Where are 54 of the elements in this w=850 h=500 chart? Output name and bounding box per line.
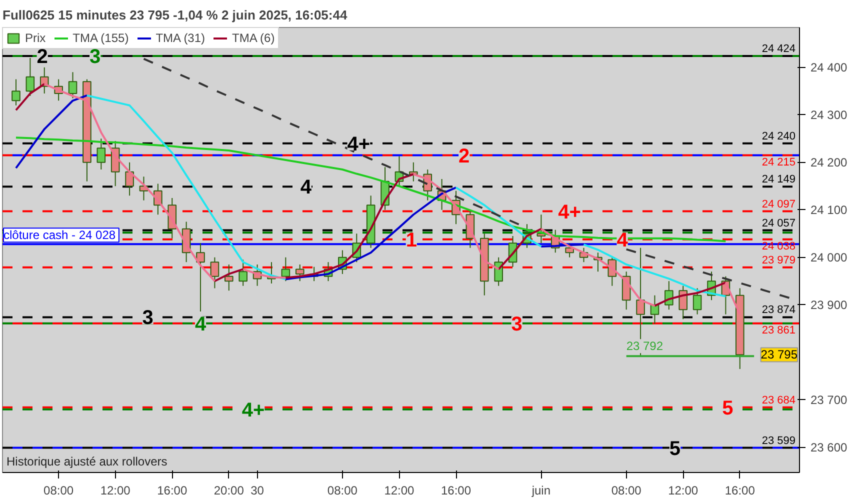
ref-line-label: 24 057 xyxy=(762,217,796,230)
chart-title: Full0625 15 minutes 23 795 -1,04 % 2 juin 2025, 16:05:44 xyxy=(2,8,348,22)
ref-line-label: 23 599 xyxy=(762,434,796,447)
legend-label: Prix xyxy=(25,31,46,45)
ref-line-label: 23 979 xyxy=(762,254,796,266)
legend-label: TMA (155) xyxy=(72,31,129,45)
x-tick-label: 30 xyxy=(250,484,264,498)
ref-line-label: 24 240 xyxy=(762,130,796,142)
ref-line-label: 24 424 xyxy=(762,42,796,55)
x-tick-label: juin xyxy=(530,484,551,498)
y-tick-label: 24 400 xyxy=(810,60,848,74)
annotation: 2 xyxy=(36,46,48,68)
y-tick-label: 24 000 xyxy=(810,250,848,264)
y-tick-label: 24 300 xyxy=(810,108,848,122)
ref-line-label: 24 149 xyxy=(762,174,796,186)
annotation: 5 xyxy=(669,438,681,460)
legend-label: TMA (6) xyxy=(232,31,275,45)
annotation: 4+ xyxy=(242,399,265,422)
annotation: 2 xyxy=(458,145,470,168)
x-tick-label: 08:00 xyxy=(611,484,642,498)
annotation: 4 xyxy=(194,313,207,336)
ref-line-label: 23 684 xyxy=(762,394,796,406)
annotation: 3 xyxy=(511,313,522,336)
x-tick-label: 16:00 xyxy=(440,484,472,498)
y-tick-label: 24 200 xyxy=(810,155,848,170)
y-tick-label: 23 900 xyxy=(810,298,848,312)
series-label: 23 792 xyxy=(626,339,664,354)
legend-label: TMA (31) xyxy=(156,31,206,45)
x-tick-label: 12:00 xyxy=(384,484,415,498)
x-tick-label: 12:00 xyxy=(100,484,131,498)
x-tick-label: 08:00 xyxy=(44,484,74,498)
x-tick-label: 08:00 xyxy=(327,484,358,498)
annotation: 4+ xyxy=(347,133,370,156)
ref-line-label: 24 215 xyxy=(762,156,796,168)
y-tick-label: 24 100 xyxy=(810,202,848,217)
ref-line-label: clôture cash - 24 028 xyxy=(4,228,116,242)
x-tick-label: 12:00 xyxy=(668,484,698,498)
annotation: 3 xyxy=(90,46,101,68)
ref-line-label: 23 861 xyxy=(762,324,796,336)
annotation: 4 xyxy=(616,229,629,252)
y-tick-label: 23 600 xyxy=(810,440,848,454)
x-tick-label: 16:00 xyxy=(724,484,756,498)
ref-line-label: 24 097 xyxy=(762,198,796,210)
x-tick-label: 20:00 xyxy=(214,484,244,498)
annotation: 4+ xyxy=(558,201,581,224)
annotation: 4 xyxy=(300,176,312,199)
y-tick-label: 23 700 xyxy=(810,392,848,407)
x-tick-label: 16:00 xyxy=(157,484,188,498)
ref-line-label: 23 874 xyxy=(762,304,796,316)
annotation: 1 xyxy=(406,229,417,252)
annotation: 3 xyxy=(142,307,154,330)
annotation: 5 xyxy=(722,397,734,420)
annotation: 23 795 xyxy=(760,348,798,362)
annotation: Historique ajusté aux rollovers xyxy=(6,454,168,468)
